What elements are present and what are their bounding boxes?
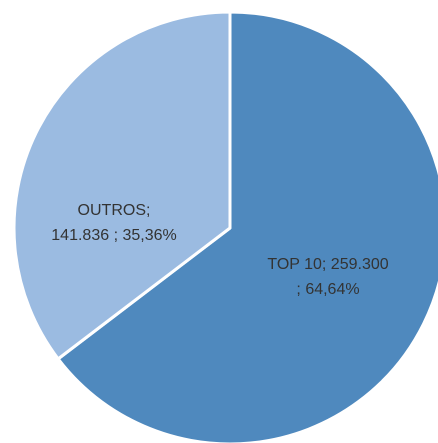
data-label-outros: OUTROS; 141.836 ; 35,36% xyxy=(14,198,214,248)
data-label-outros-line1: OUTROS; xyxy=(77,202,151,219)
data-label-top10: TOP 10; 259.300 ; 64,64% xyxy=(240,252,416,302)
pie-slice-top-10 xyxy=(56,10,438,443)
data-label-outros-line2: 141.836 ; 35,36% xyxy=(51,227,177,244)
data-label-top10-line1: TOP 10; 259.300 xyxy=(267,256,389,273)
pie-slice-outros xyxy=(12,10,232,361)
pie-slices xyxy=(12,10,438,443)
data-label-top10-line2: ; 64,64% xyxy=(296,281,360,298)
